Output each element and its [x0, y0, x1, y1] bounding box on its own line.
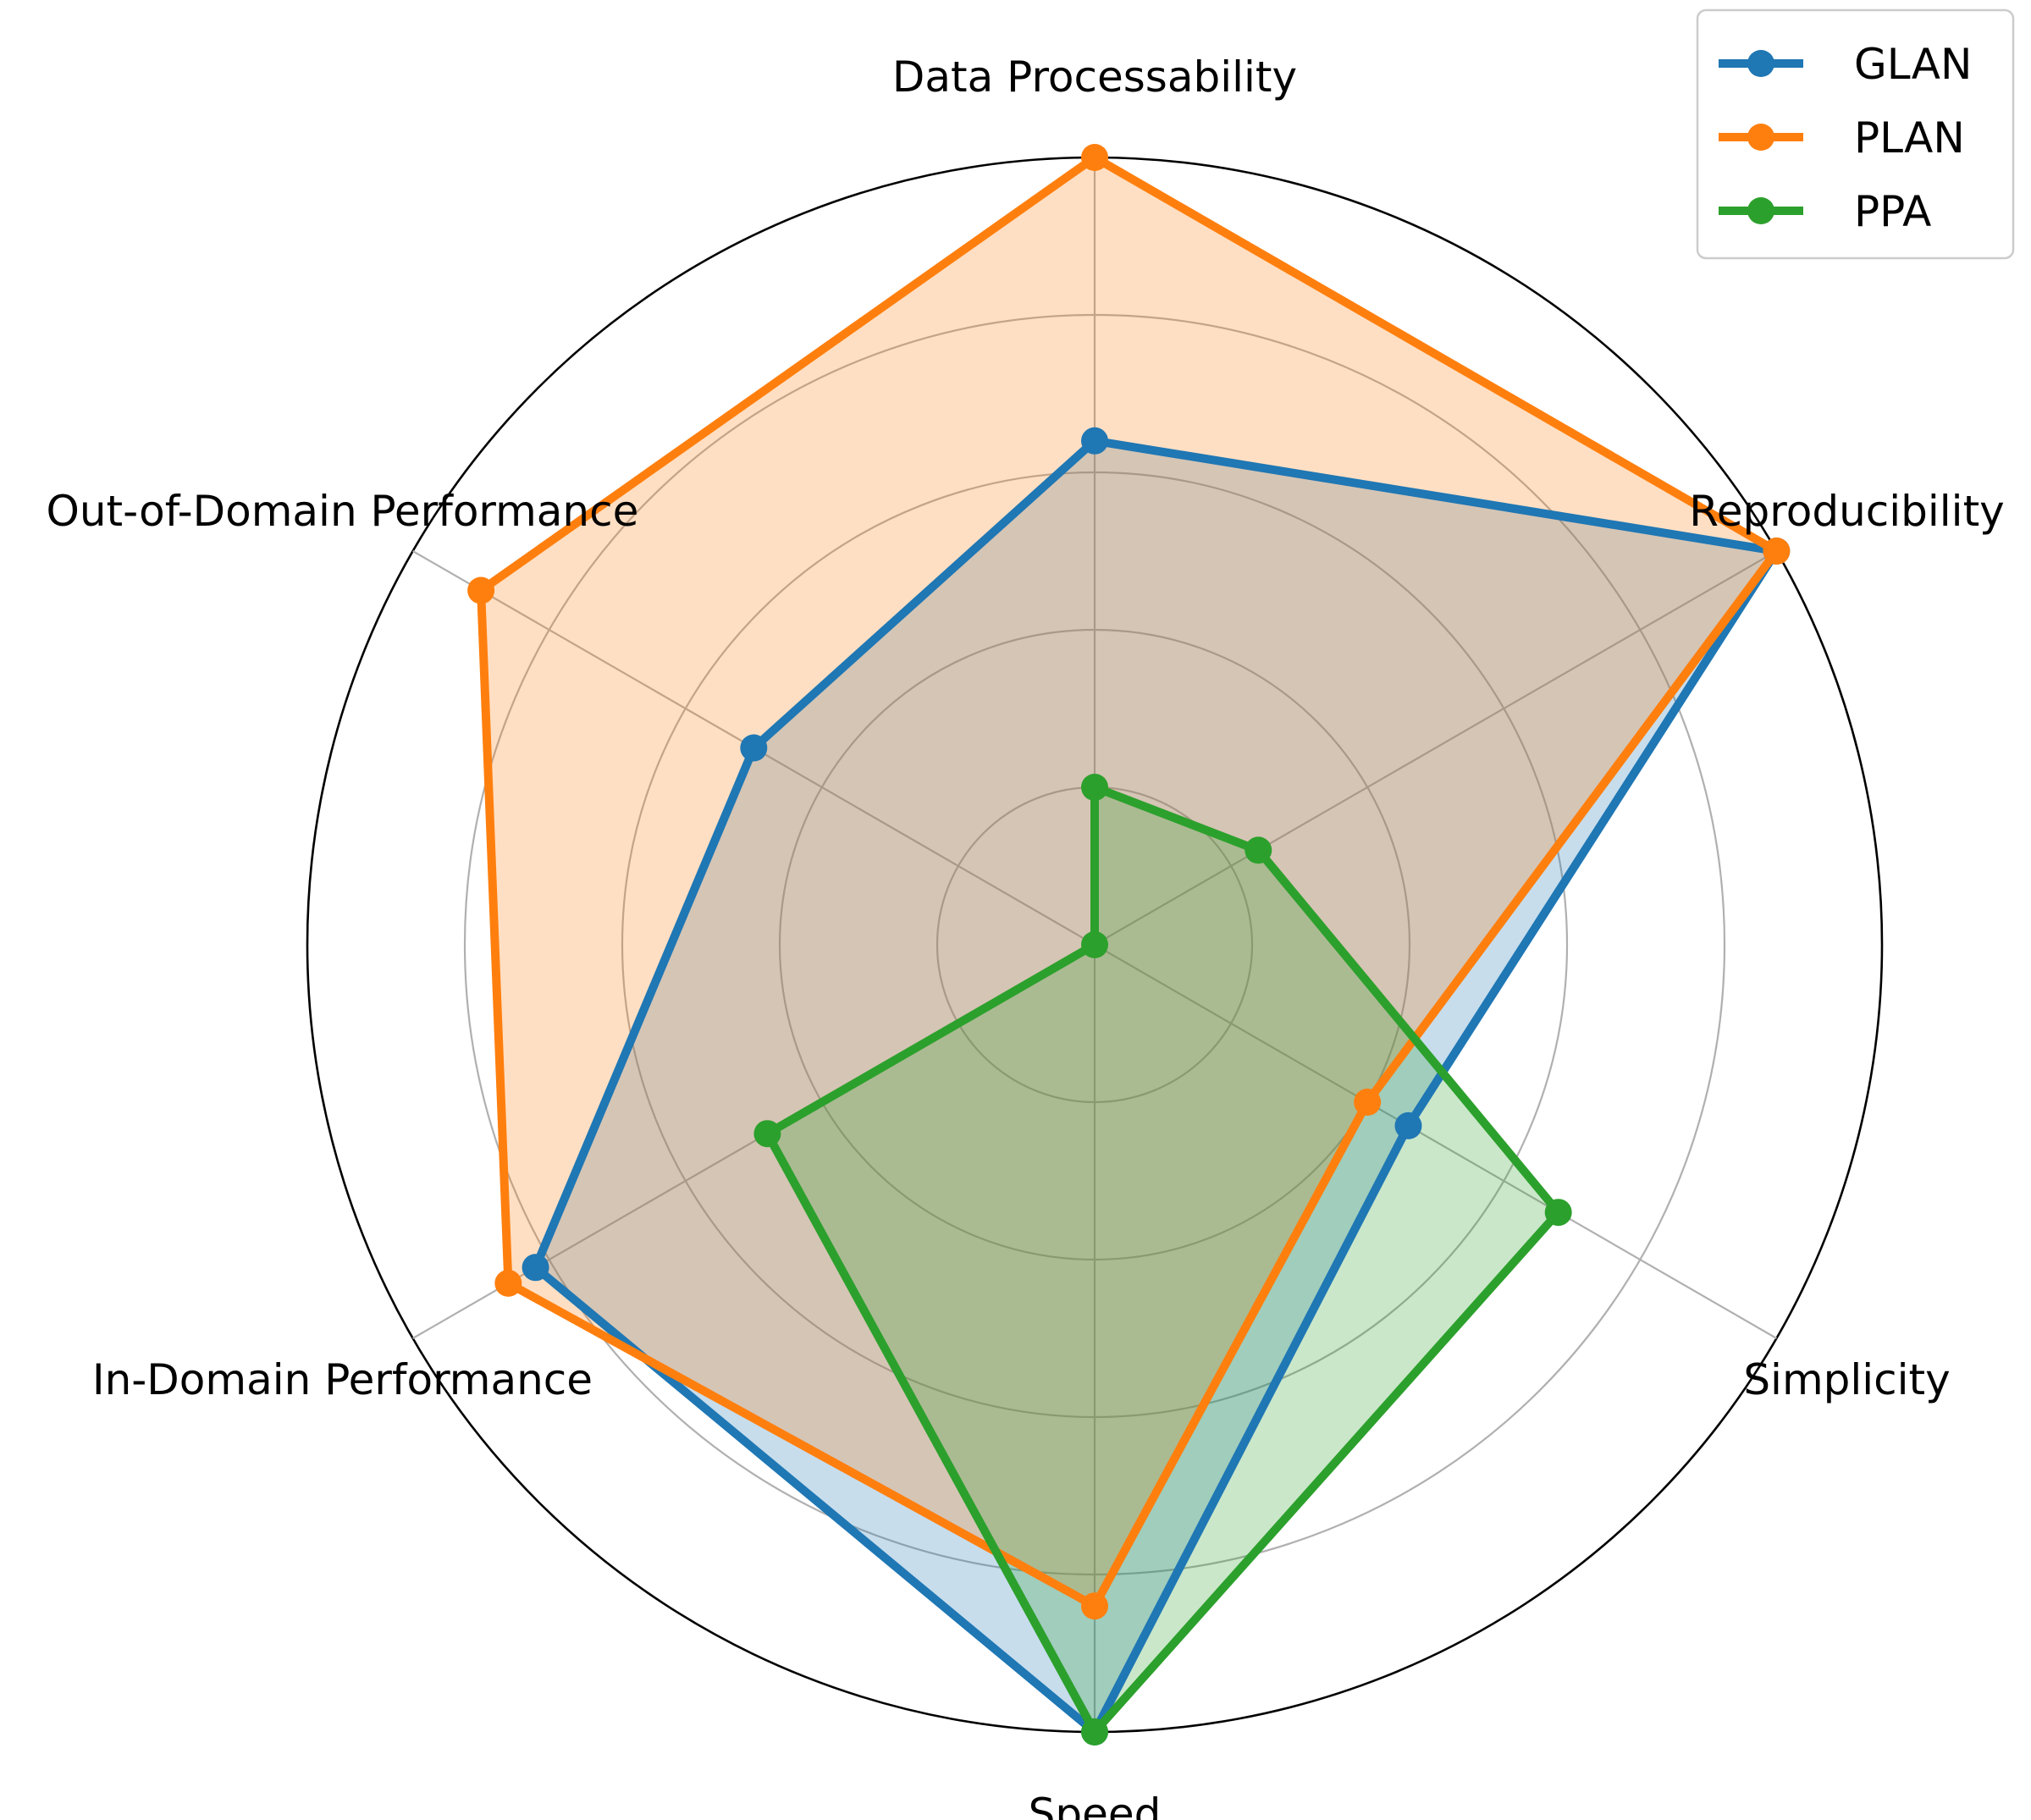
spoke-2: [1094, 944, 1777, 1339]
axis-label-5: Out-of-Domain Performance: [47, 487, 639, 536]
axis-label-3: Speed: [1029, 1790, 1162, 1820]
data-point-ppa-0: [1081, 774, 1108, 801]
legend: GLAN PLAN PPA: [1696, 8, 2015, 260]
legend-label: PPA: [1854, 187, 1931, 236]
series-fill-plan: [481, 157, 1777, 1607]
data-point-ppa-2: [1544, 1199, 1572, 1227]
axis-label-1: Reproducibility: [1689, 487, 2004, 536]
axis-label-4: In-Domain Performance: [92, 1355, 593, 1404]
legend-swatch-marker: [1747, 124, 1774, 151]
data-point-ppa-1: [1245, 836, 1272, 864]
legend-item-glan: GLAN: [1719, 40, 1972, 89]
data-point-plan-0: [1081, 144, 1108, 171]
data-point-plan-2: [1354, 1089, 1382, 1116]
axis-label-0: Data Processability: [892, 52, 1297, 102]
data-point-glan-4: [522, 1254, 549, 1282]
axis-labels: Data Processability Reproducibility Simpli…: [47, 52, 2005, 1820]
data-point-plan-5: [467, 576, 495, 604]
legend-label: PLAN: [1854, 113, 1965, 163]
data-point-ppa-4: [753, 1120, 781, 1148]
legend-label: GLAN: [1854, 40, 1972, 89]
data-point-glan-2: [1394, 1111, 1422, 1139]
legend-swatch-marker: [1747, 197, 1774, 224]
series-layer: [467, 144, 1791, 1746]
spoke-1: [1094, 550, 1777, 946]
data-point-plan-1: [1763, 538, 1791, 565]
data-point-ppa-3: [1081, 1718, 1108, 1746]
data-point-plan-4: [494, 1269, 522, 1297]
data-point-glan-5: [740, 734, 768, 762]
legend-swatch-marker: [1747, 50, 1774, 77]
data-point-glan-0: [1081, 427, 1108, 455]
legend-item-plan: PLAN: [1719, 113, 1965, 163]
legend-box: [1696, 8, 2015, 260]
legend-item-ppa: PPA: [1719, 187, 1931, 236]
series-fill-glan: [535, 440, 1777, 1732]
data-point-ppa-5: [1081, 931, 1108, 958]
data-point-plan-3: [1081, 1592, 1108, 1620]
axis-label-2: Simplicity: [1743, 1355, 1950, 1404]
